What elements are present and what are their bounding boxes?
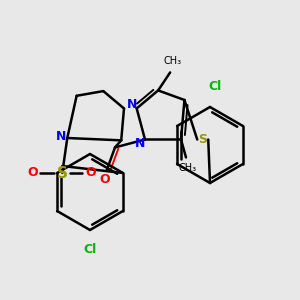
Text: O: O bbox=[100, 173, 110, 186]
Text: CH₃: CH₃ bbox=[163, 56, 181, 66]
Text: N: N bbox=[135, 137, 145, 150]
Text: O: O bbox=[85, 167, 96, 179]
Text: S: S bbox=[198, 133, 207, 146]
Text: N: N bbox=[127, 98, 137, 111]
Text: O: O bbox=[27, 167, 38, 179]
Text: N: N bbox=[56, 130, 67, 142]
Text: CH₃: CH₃ bbox=[179, 164, 197, 173]
Text: S: S bbox=[57, 166, 68, 181]
Text: Cl: Cl bbox=[83, 243, 97, 256]
Text: Cl: Cl bbox=[208, 80, 222, 93]
